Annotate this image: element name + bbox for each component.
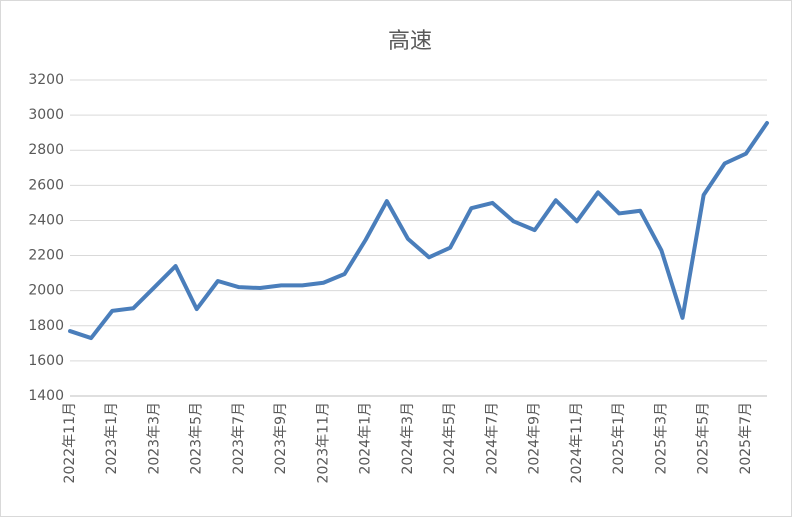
- line-series: [68, 121, 769, 341]
- x-tick-label: 2024年5月: [442, 402, 458, 475]
- y-tick-label: 1400: [28, 388, 64, 404]
- y-tick-label: 2600: [28, 177, 64, 193]
- x-tick-label: 2023年11月: [315, 402, 331, 483]
- x-tick-label: 2023年9月: [273, 402, 289, 475]
- y-tick-label: 3200: [28, 72, 64, 88]
- x-tick-label: 2023年7月: [231, 402, 247, 475]
- y-tick-label: 1800: [28, 318, 64, 334]
- x-tick-label: 2024年7月: [484, 402, 500, 475]
- x-tick-label: 2022年11月: [62, 402, 78, 483]
- x-tick-label: 2025年5月: [696, 402, 712, 475]
- chart-title: 高速: [388, 29, 432, 54]
- x-tick-label: 2023年5月: [189, 402, 205, 475]
- x-tick-label: 2024年1月: [358, 402, 374, 475]
- x-tick-label: 2024年11月: [569, 402, 585, 483]
- y-tick-label: 1600: [28, 353, 64, 369]
- x-tick-label: 2024年9月: [527, 402, 543, 475]
- y-tick-label: 3000: [28, 107, 64, 123]
- y-tick-label: 2000: [28, 283, 64, 299]
- y-tick-label: 2200: [28, 248, 64, 264]
- x-tick-label: 2023年3月: [146, 402, 162, 475]
- y-tick-label: 2800: [28, 142, 64, 158]
- x-tick-label: 2024年3月: [400, 402, 416, 475]
- x-tick-label: 2025年3月: [653, 402, 669, 475]
- x-tick-label: 2023年1月: [104, 402, 120, 475]
- x-tick-label: 2025年7月: [738, 402, 754, 475]
- x-tick-label: 2025年1月: [611, 402, 627, 475]
- y-tick-label: 2400: [28, 212, 64, 228]
